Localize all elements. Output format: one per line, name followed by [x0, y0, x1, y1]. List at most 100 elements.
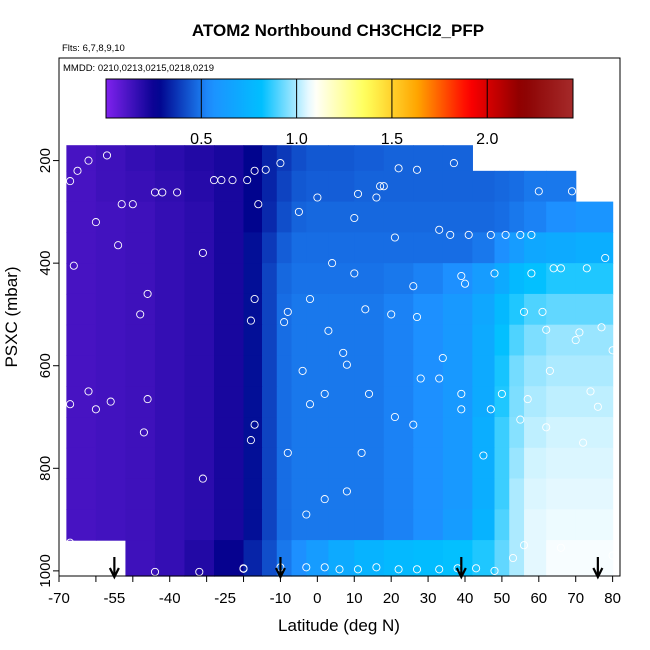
heatmap-cell: [509, 478, 525, 510]
x-axis: -70 -55 -40 -25 -10 0 10 20 30 40 50 60 70 80: [48, 576, 621, 607]
heatmap-cell: [383, 447, 414, 480]
sample-point: [250, 420, 259, 429]
heatmap-cell: [306, 509, 330, 541]
heatmap-cell: [524, 355, 547, 387]
heatmap-cell: [276, 232, 293, 264]
heatmap-cell: [243, 509, 263, 541]
heatmap-cell: [328, 417, 355, 449]
heatmap-cell: [66, 417, 97, 449]
heatmap-cell: [276, 447, 293, 480]
heatmap-cell: [413, 509, 444, 541]
sample-point: [387, 310, 396, 319]
heatmap-cell: [125, 355, 156, 387]
heatmap-cell: [66, 201, 97, 233]
heatmap-cell: [575, 232, 614, 264]
heatmap-cell: [413, 201, 444, 233]
heatmap-cell: [328, 170, 355, 203]
sample-point: [604, 192, 613, 201]
colorbar-tick-label: 0.5: [190, 131, 212, 148]
heatmap-cell: [494, 540, 510, 577]
heatmap-cell: [442, 355, 473, 387]
heatmap-cell: [413, 232, 444, 264]
heatmap-cell: [184, 478, 215, 510]
heatmap-cell: [413, 417, 444, 449]
sample-point: [117, 200, 126, 209]
heatmap-cell: [214, 324, 245, 357]
heatmap-cell: [214, 145, 245, 172]
heatmap-cell: [354, 324, 385, 357]
sample-point: [538, 307, 547, 316]
heatmap-cell: [261, 355, 278, 387]
heatmap-cell: [509, 447, 525, 480]
y-tick-label: 600: [37, 353, 54, 378]
heatmap-cell: [472, 263, 496, 295]
colorbar-tick-label: 2.0: [476, 131, 498, 148]
heatmap-cell: [243, 145, 263, 172]
heatmap-cell: [546, 201, 577, 233]
sample-point: [556, 264, 565, 273]
heatmap-cell: [472, 201, 496, 233]
heatmap-cell: [154, 386, 186, 418]
heatmap-cell: [306, 447, 330, 480]
heatmap-cell: [354, 386, 385, 418]
heatmap-cell: [291, 145, 307, 172]
sample-point: [84, 387, 93, 396]
sample-point: [305, 294, 315, 304]
heatmap-cell: [276, 478, 293, 510]
x-tick-label: -70: [48, 590, 70, 607]
sample-point: [516, 230, 525, 239]
x-tick-label: 70: [567, 590, 584, 607]
sample-point: [250, 294, 259, 304]
x-axis-label: Latitude (deg N): [278, 616, 400, 635]
heatmap-cell: [214, 263, 245, 295]
heatmap-cell: [214, 201, 245, 233]
profile-arrow: [455, 557, 467, 580]
heatmap-cell: [306, 417, 330, 449]
heatmap-cell: [383, 478, 414, 510]
heatmap-cell: [214, 478, 245, 510]
heatmap-cell: [524, 478, 547, 510]
heatmap-cell: [184, 386, 215, 418]
sample-point: [567, 187, 577, 196]
sample-point: [198, 248, 207, 257]
sample-point: [243, 176, 252, 185]
heatmap-cell: [243, 386, 263, 418]
sample-point: [261, 165, 270, 174]
heatmap-cell: [95, 355, 127, 387]
heatmap-cell: [524, 417, 547, 449]
heatmap-cell: [328, 540, 355, 577]
heatmap-cell: [291, 509, 307, 541]
heatmap-cell: [442, 447, 473, 480]
sample-point: [501, 230, 510, 239]
sample-point: [361, 305, 370, 314]
x-tick-label: 30: [420, 590, 437, 607]
profile-markers: [108, 557, 604, 580]
heatmap-cell: [291, 540, 307, 577]
heatmap-cell: [66, 324, 97, 357]
heatmap-cell: [354, 417, 385, 449]
sample-point: [435, 225, 444, 234]
sample-point: [302, 510, 311, 519]
heatmap-cell: [125, 540, 156, 577]
sample-point: [280, 318, 289, 327]
heatmap-cell: [306, 355, 330, 387]
heatmap-cell: [95, 201, 127, 233]
sample-point: [571, 336, 580, 345]
heatmap-cell: [413, 386, 444, 418]
heatmap-cell: [354, 509, 385, 541]
heatmap-cell: [524, 170, 547, 203]
sample-point: [305, 400, 315, 409]
heatmap-cell: [546, 540, 577, 577]
heatmap-cell: [383, 509, 414, 541]
heatmap-cell: [472, 478, 496, 510]
heatmap-cell: [328, 293, 355, 326]
heatmap-cell: [524, 324, 547, 357]
sample-point: [409, 420, 418, 429]
heatmap-cell: [261, 263, 278, 295]
heatmap-cell: [276, 417, 293, 449]
heatmap-cell: [442, 386, 473, 418]
sample-point: [313, 193, 322, 202]
heatmap-cell: [413, 324, 444, 357]
sample-point: [283, 307, 292, 316]
heatmap-cell: [291, 386, 307, 418]
